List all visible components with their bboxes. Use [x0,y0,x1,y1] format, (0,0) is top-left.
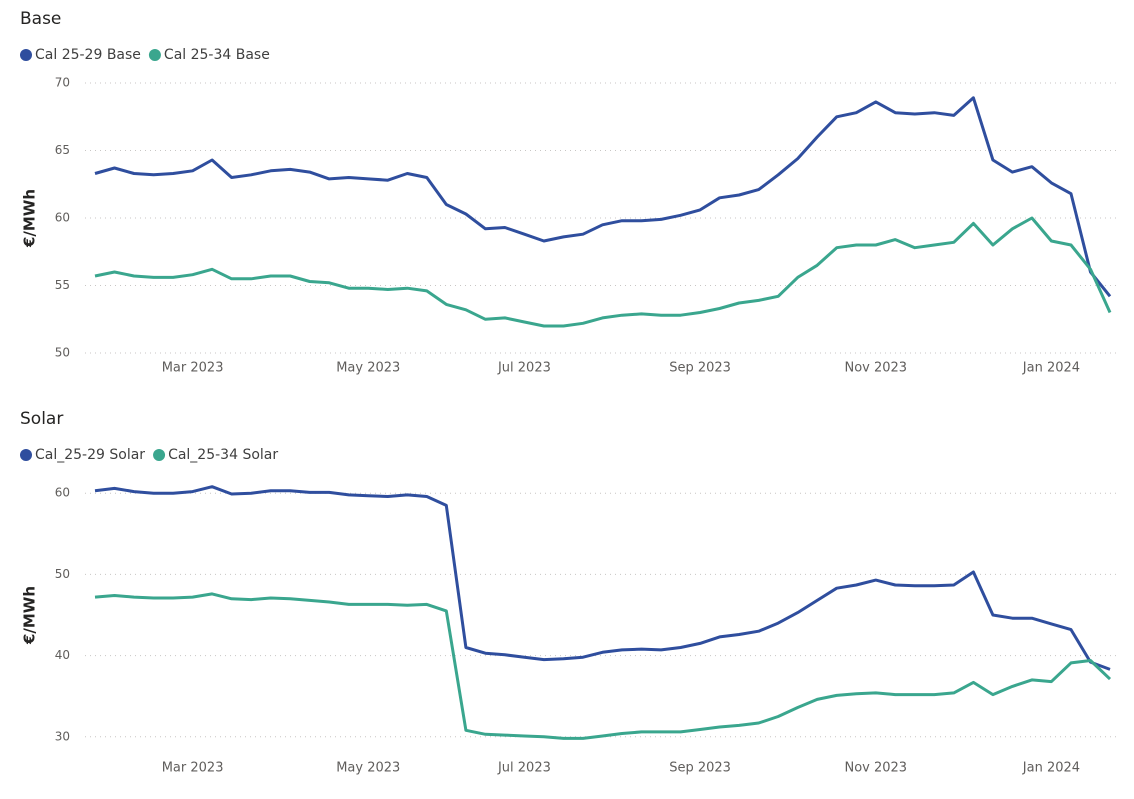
y-tick-label: 40 [55,648,70,662]
series-line [94,216,1112,328]
x-tick-label: Jan 2024 [1022,761,1080,776]
x-tick-label: Mar 2023 [162,361,224,376]
series-line [94,485,1111,671]
x-tick-label: Sep 2023 [669,361,731,376]
chart-title: Base [20,9,61,29]
y-tick-label: 65 [55,143,70,157]
legend-marker [20,449,32,461]
x-tick-label: Jan 2024 [1022,361,1080,376]
x-tick-label: Jul 2023 [497,761,551,776]
legend-label: Cal 25-29 Base [35,47,141,63]
legend-marker [20,49,32,61]
y-tick-label: 70 [55,76,70,90]
chart: Solar Cal_25-29 Solar Cal_25-34 Solar €/MWh… [20,409,1120,776]
legend-marker [153,449,166,461]
y-tick-label: 55 [55,278,70,292]
series-line [94,592,1112,740]
y-axis-label: €/MWh [21,189,39,248]
y-tick-label: 60 [55,211,70,225]
x-tick-label: Jul 2023 [497,361,551,376]
x-tick-label: May 2023 [336,361,400,376]
y-tick-label: 30 [55,729,70,743]
y-tick-label: 50 [55,567,70,581]
x-tick-label: May 2023 [336,761,400,776]
y-axis-label: €/MWh [21,586,39,645]
x-tick-label: Sep 2023 [669,761,731,776]
series-line [94,96,1112,298]
y-tick-label: 50 [55,346,70,360]
legend-label: Cal 25-34 Base [164,47,270,63]
x-tick-label: Nov 2023 [844,361,907,376]
legend-label: Cal_25-29 Solar [35,447,145,463]
chart: Base Cal 25-29 Base Cal 25-34 Base €/MWh 50 5… [20,9,1120,376]
x-tick-label: Mar 2023 [162,761,224,776]
legend-label: Cal_25-34 Solar [168,447,278,463]
y-tick-label: 60 [55,486,70,500]
legend-marker [148,49,161,61]
x-tick-label: Nov 2023 [844,761,907,776]
chart-title: Solar [20,409,63,429]
